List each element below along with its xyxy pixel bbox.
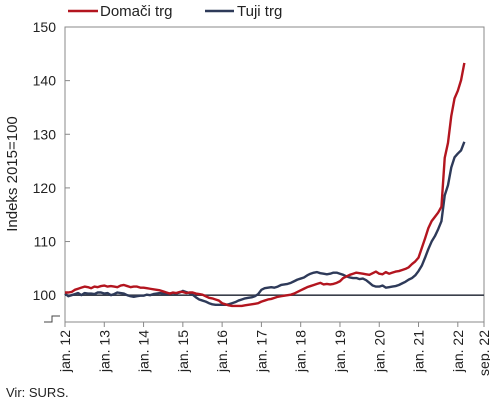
y-tick-label: 140 — [33, 73, 57, 89]
source-note: Vir: SURS. — [6, 385, 69, 400]
y-axis-ticks: 100 110 120 130 140 150 — [33, 19, 70, 303]
x-tick-label: jan. 17 — [253, 330, 269, 373]
x-tick-label: jan. 21 — [411, 330, 427, 373]
series-layer — [64, 62, 466, 308]
legend-label-tuji-trg: Tuji trg — [237, 3, 282, 20]
y-tick-label: 110 — [34, 234, 57, 250]
x-tick-label: jan. 22 — [450, 330, 466, 373]
y-tick-label: 150 — [33, 19, 57, 35]
series-line-domaci-trg — [65, 62, 466, 308]
x-tick-label: jan. 18 — [293, 330, 309, 373]
x-tick-label: jan. 19 — [332, 330, 348, 373]
plot-area — [64, 26, 485, 323]
x-tick-label: jan. 14 — [136, 330, 152, 373]
y-tick-label: 130 — [33, 126, 57, 142]
x-tick-label: jan. 12 — [57, 330, 73, 373]
x-tick-label: sep. 22 — [476, 330, 490, 376]
x-tick-label: jan. 15 — [175, 330, 191, 373]
x-axis-ticks: jan. 12 jan. 13 jan. 14 jan. 15 jan. 16 jan. … — [57, 322, 490, 376]
x-tick-label: jan. 13 — [96, 330, 112, 373]
x-tick-label: jan. 16 — [214, 330, 230, 373]
series-line-tuji-trg — [64, 141, 466, 307]
y-axis-break — [44, 315, 60, 323]
y-tick-label: 100 — [33, 287, 57, 303]
y-axis-title: Indeks 2015=100 — [4, 116, 21, 232]
legend: Domači trg Tuji trg — [68, 3, 282, 20]
x-tick-label: jan. 20 — [371, 330, 387, 373]
legend-label-domaci-trg: Domači trg — [100, 3, 173, 20]
y-tick-label: 120 — [33, 180, 57, 196]
